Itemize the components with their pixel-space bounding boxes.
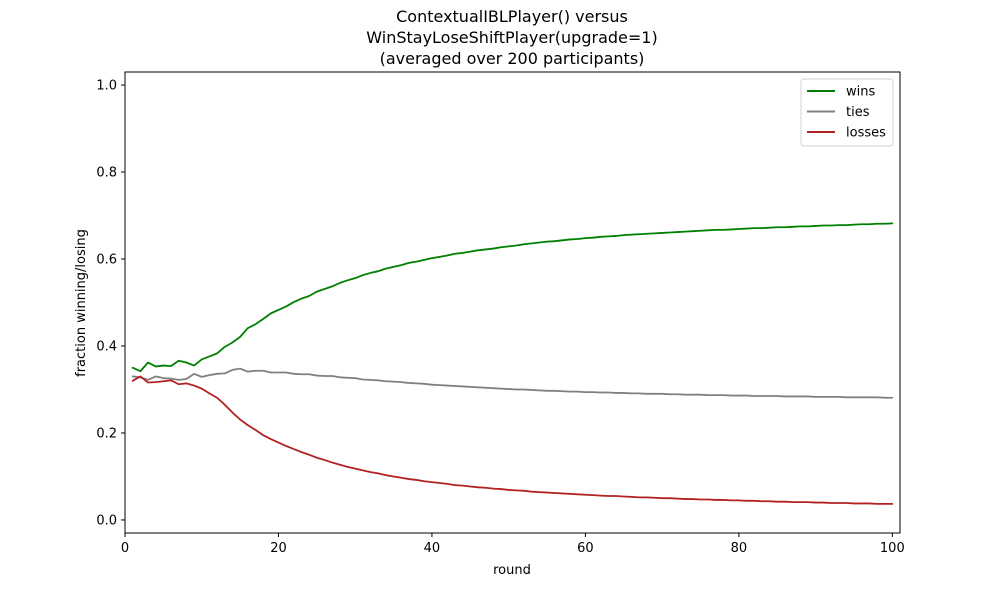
x-tick-label: 0 (121, 541, 129, 556)
series-line-losses (131, 375, 894, 505)
y-axis-label: fraction winning/losing (74, 229, 89, 377)
y-tick-label: 1.0 (96, 79, 117, 94)
x-tick-label: 40 (424, 541, 441, 556)
y-tick-label: 0.4 (96, 339, 117, 354)
chart-title-line-3: (averaged over 200 participants) (380, 49, 645, 68)
chart-title-line-2: WinStayLoseShiftPlayer(upgrade=1) (366, 28, 657, 47)
x-tick-label: 60 (577, 541, 594, 556)
x-tick-label: 80 (731, 541, 748, 556)
plot-area (124, 71, 901, 534)
axes-frame (124, 71, 901, 534)
y-tick-label: 0.6 (96, 253, 117, 268)
x-tick-label: 100 (880, 541, 905, 556)
legend-label-losses: losses (846, 126, 886, 141)
chart-title-line-1: ContextualIBLPlayer() versus (396, 7, 628, 26)
legend-label-ties: ties (846, 105, 870, 120)
y-tick-label: 0.2 (96, 426, 117, 441)
legend-box (800, 78, 894, 147)
x-tick-label: 20 (270, 541, 287, 556)
x-axis: 0 20 40 60 80 100 (121, 533, 905, 556)
legend-label-wins: wins (846, 85, 875, 100)
y-tick-label: 0.0 (96, 513, 117, 528)
series-line-wins (131, 222, 894, 373)
y-axis: 0.0 0.2 0.4 0.6 0.8 1.0 (96, 79, 125, 528)
series-line-ties (131, 367, 894, 399)
x-axis-label: round (493, 563, 531, 578)
series-lines (131, 222, 894, 505)
legend: wins ties losses (800, 78, 894, 147)
y-tick-label: 0.8 (96, 166, 117, 181)
chart-title: ContextualIBLPlayer() versus WinStayLose… (366, 7, 657, 68)
